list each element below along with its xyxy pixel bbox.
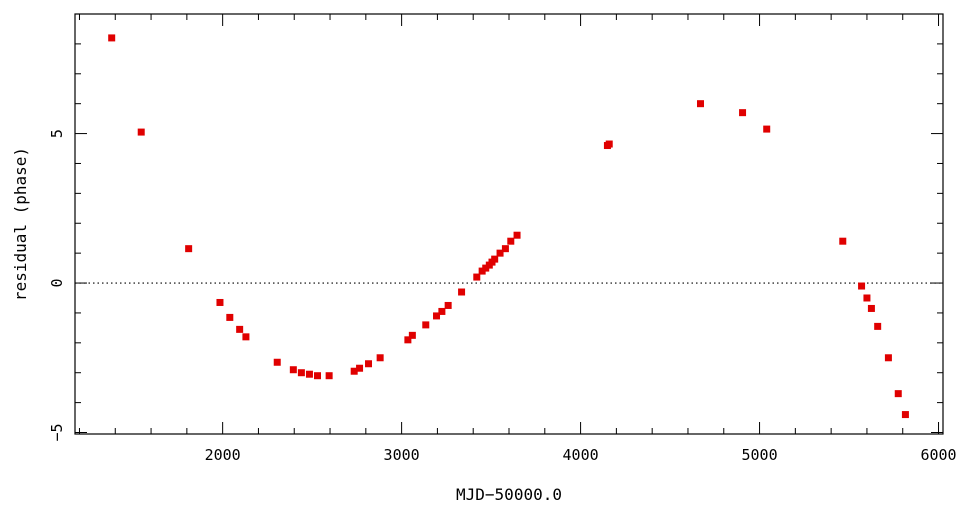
plot-frame — [74, 13, 944, 435]
data-point — [901, 411, 909, 419]
x-tick-label: 4000 — [563, 446, 599, 464]
data-point — [108, 34, 116, 42]
data-point — [305, 370, 313, 378]
data-point — [226, 313, 234, 321]
data-point — [273, 358, 281, 366]
data-point — [297, 369, 305, 377]
data-point — [507, 237, 515, 245]
data-point — [605, 140, 613, 148]
data-point — [696, 100, 704, 108]
data-point — [763, 125, 771, 133]
data-point — [478, 267, 486, 275]
data-point — [433, 312, 441, 320]
data-point — [874, 322, 882, 330]
data-point — [422, 321, 430, 329]
data-point — [289, 366, 297, 374]
x-tick-label: 3000 — [384, 446, 420, 464]
data-point — [216, 298, 224, 306]
data-point — [867, 304, 875, 312]
data-point — [858, 282, 866, 290]
data-point — [350, 367, 358, 375]
x-tick-label: 5000 — [741, 446, 777, 464]
tick-labels: 2000 3000 4000 5000 6000 −5 0 5 — [48, 129, 957, 464]
data-point — [236, 325, 244, 333]
data-point — [242, 333, 250, 341]
data-point — [438, 307, 446, 315]
x-tick-label: 2000 — [205, 446, 241, 464]
data-point — [458, 288, 466, 296]
data-point — [404, 336, 412, 344]
data-point — [884, 354, 892, 362]
data-point — [444, 301, 452, 309]
x-axis-label: MJD−50000.0 — [456, 485, 562, 504]
x-tick-label: 6000 — [920, 446, 956, 464]
y-tick-label: 0 — [48, 279, 66, 288]
data-point — [325, 372, 333, 380]
data-point — [496, 249, 504, 257]
data-point — [356, 364, 364, 372]
data-point — [894, 390, 902, 398]
data-point — [473, 273, 481, 281]
data-point — [376, 354, 384, 362]
axis-ticks — [75, 14, 943, 434]
data-point — [491, 255, 499, 263]
data-point — [365, 360, 373, 368]
y-tick-label: −5 — [48, 423, 66, 441]
data-point — [863, 294, 871, 302]
data-point — [185, 245, 193, 253]
y-axis-label: residual (phase) — [11, 147, 30, 301]
data-point — [513, 231, 521, 239]
data-point — [408, 331, 416, 339]
y-tick-label: 5 — [48, 129, 66, 138]
data-point — [137, 128, 145, 136]
data-point — [739, 109, 747, 117]
data-point — [839, 237, 847, 245]
data-point — [482, 264, 490, 272]
data-point — [314, 372, 322, 380]
data-point — [501, 245, 509, 253]
data-points — [108, 34, 909, 419]
